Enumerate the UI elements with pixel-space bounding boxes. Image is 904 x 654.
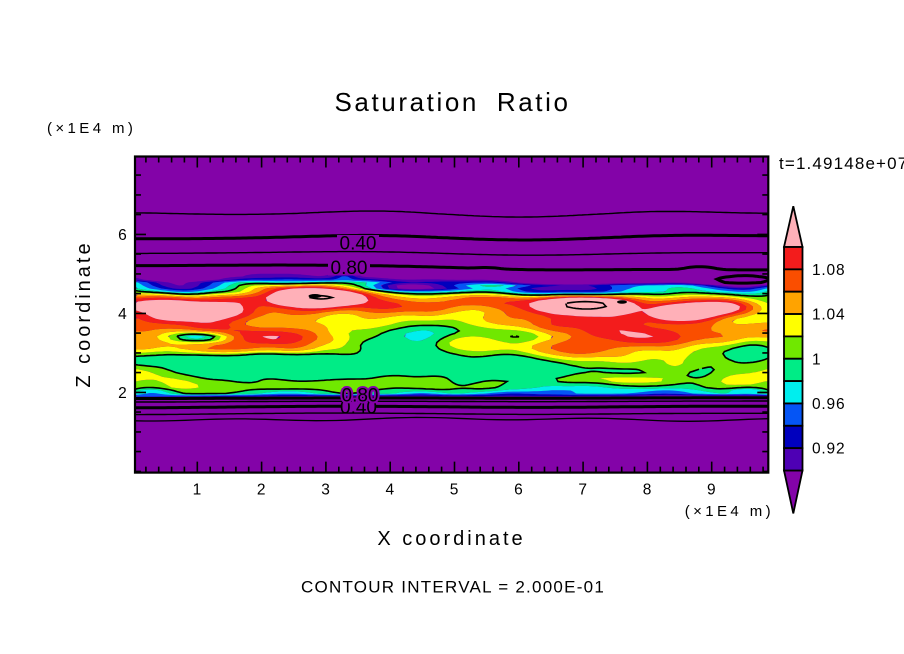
svg-text:0.92: 0.92 <box>812 441 845 458</box>
svg-text:X coordinate: X coordinate <box>377 528 525 550</box>
svg-text:1.08: 1.08 <box>812 262 845 279</box>
svg-text:0.40: 0.40 <box>340 398 377 419</box>
svg-text:5: 5 <box>450 482 459 499</box>
svg-text:t=1.49148e+07: t=1.49148e+07 <box>779 154 904 173</box>
svg-text:7: 7 <box>578 482 587 499</box>
svg-text:(×1E4 m): (×1E4 m) <box>685 503 774 520</box>
svg-text:0.80: 0.80 <box>331 258 368 279</box>
svg-text:4: 4 <box>385 482 394 499</box>
svg-text:Z coordinate: Z coordinate <box>73 240 95 387</box>
svg-text:0.96: 0.96 <box>812 396 845 413</box>
svg-text:(×1E4 m): (×1E4 m) <box>47 120 136 137</box>
svg-text:8: 8 <box>643 482 652 499</box>
svg-text:3: 3 <box>321 482 330 499</box>
svg-text:0.80: 0.80 <box>342 385 379 406</box>
svg-text:6: 6 <box>118 227 127 244</box>
svg-text:0.40: 0.40 <box>340 234 377 255</box>
svg-text:1: 1 <box>812 351 821 368</box>
svg-text:Saturation Ratio: Saturation Ratio <box>334 87 570 117</box>
svg-text:1.04: 1.04 <box>812 307 845 324</box>
svg-text:0.80: 0.80 <box>342 385 379 406</box>
svg-text:2: 2 <box>118 385 127 402</box>
svg-text:2: 2 <box>257 482 266 499</box>
svg-text:9: 9 <box>707 482 716 499</box>
svg-text:4: 4 <box>118 306 127 323</box>
svg-text:CONTOUR INTERVAL = 2.000E-01: CONTOUR INTERVAL = 2.000E-01 <box>301 578 605 597</box>
svg-text:6: 6 <box>514 482 523 499</box>
svg-text:1: 1 <box>193 482 202 499</box>
